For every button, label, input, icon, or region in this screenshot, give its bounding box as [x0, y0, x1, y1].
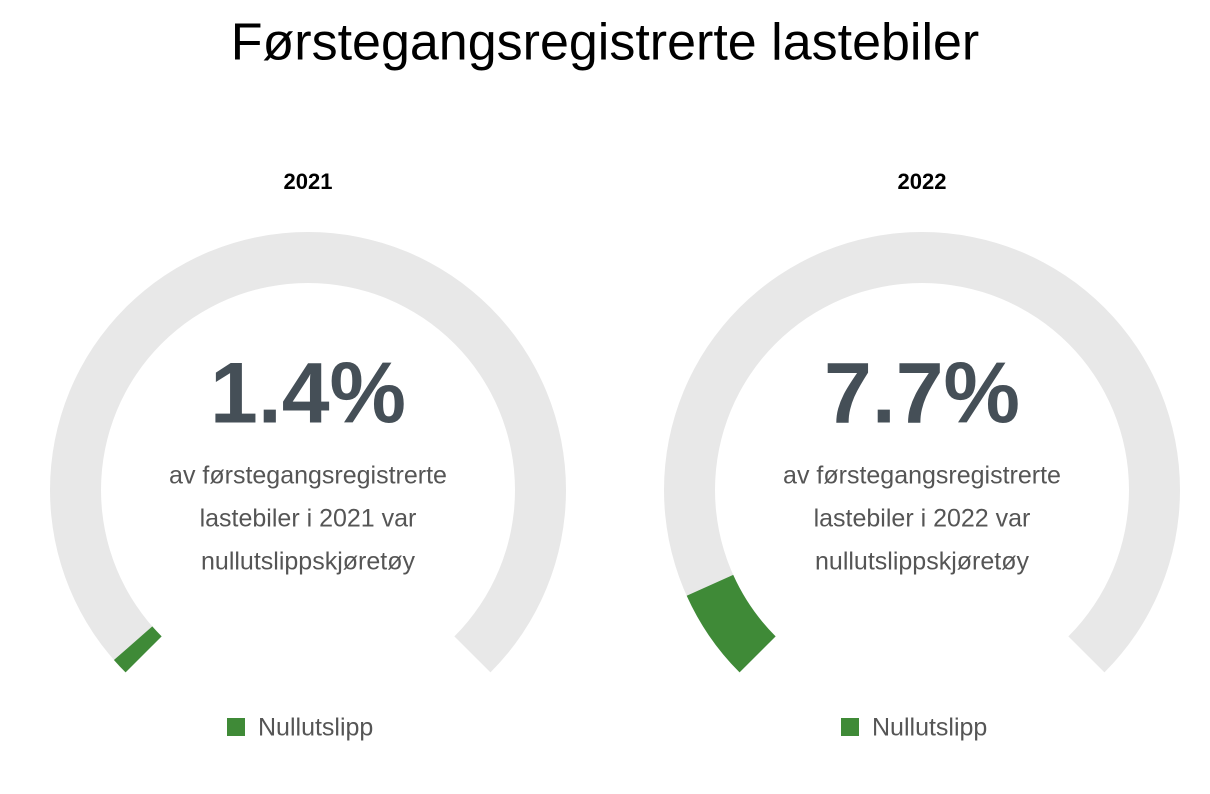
- page-title: Førstegangsregistrerte lastebiler: [231, 14, 980, 72]
- annotation-line: av førstegangsregistrerte: [783, 462, 1061, 490]
- annotation-line: av førstegangsregistrerte: [169, 462, 447, 490]
- gauge-value-arc: [686, 574, 776, 673]
- gauge-value-arc: [113, 626, 162, 673]
- annotation-line: nullutslippskjøretøy: [201, 548, 415, 576]
- annotation-line: lastebiler i 2021 var: [200, 505, 417, 533]
- gauge-track: [50, 231, 566, 673]
- annotation-line: nullutslippskjøretøy: [815, 548, 1029, 576]
- annotation-line: lastebiler i 2022 var: [814, 505, 1031, 533]
- legend-label: Nullutslipp: [258, 714, 373, 742]
- legend-label: Nullutslipp: [872, 714, 987, 742]
- value-label: 1.4%: [210, 346, 406, 442]
- gauge-title: 2022: [898, 169, 947, 194]
- legend-swatch: [227, 718, 245, 736]
- gauge-title: 2021: [284, 169, 333, 194]
- legend-swatch: [841, 718, 859, 736]
- value-label: 7.7%: [824, 346, 1020, 442]
